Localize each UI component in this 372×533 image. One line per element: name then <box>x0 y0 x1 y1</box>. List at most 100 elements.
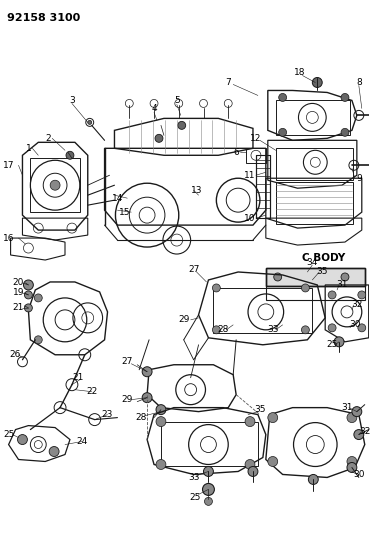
Bar <box>31 158 80 212</box>
Text: 24: 24 <box>76 437 87 446</box>
Text: 14: 14 <box>112 193 123 203</box>
Bar <box>266 268 365 286</box>
Text: 19: 19 <box>13 288 24 297</box>
Circle shape <box>50 180 60 190</box>
Circle shape <box>358 291 366 299</box>
Circle shape <box>341 93 349 101</box>
Circle shape <box>328 291 336 299</box>
Circle shape <box>212 284 220 292</box>
Circle shape <box>274 273 282 281</box>
Circle shape <box>212 326 220 334</box>
Text: 15: 15 <box>119 208 130 216</box>
Circle shape <box>347 456 357 466</box>
Text: 4: 4 <box>151 104 157 113</box>
Circle shape <box>23 280 33 290</box>
Circle shape <box>347 463 357 472</box>
Circle shape <box>25 291 32 299</box>
Text: 22: 22 <box>86 387 97 396</box>
Text: 33: 33 <box>267 325 279 334</box>
Text: 29: 29 <box>122 395 133 404</box>
Text: 16: 16 <box>3 233 15 243</box>
Text: C BODY: C BODY <box>302 253 346 263</box>
Text: 3: 3 <box>69 96 75 105</box>
Circle shape <box>17 434 28 445</box>
Text: 32: 32 <box>359 427 371 436</box>
Circle shape <box>49 447 59 456</box>
Circle shape <box>178 122 186 130</box>
Circle shape <box>354 430 364 440</box>
Text: 29: 29 <box>178 316 189 325</box>
Circle shape <box>301 326 310 334</box>
Text: 10: 10 <box>244 214 256 223</box>
Circle shape <box>334 337 344 347</box>
Circle shape <box>308 474 318 484</box>
Text: 35: 35 <box>254 405 266 414</box>
Circle shape <box>202 483 214 495</box>
Text: 35: 35 <box>317 268 328 277</box>
Circle shape <box>88 120 92 124</box>
Bar <box>266 286 365 300</box>
Circle shape <box>358 324 366 332</box>
Circle shape <box>142 367 152 377</box>
Text: 9: 9 <box>356 174 362 183</box>
Circle shape <box>347 413 357 423</box>
Circle shape <box>279 93 286 101</box>
Text: 21: 21 <box>72 373 84 382</box>
Text: 23: 23 <box>102 410 113 419</box>
Bar <box>276 182 353 224</box>
Bar <box>214 288 312 333</box>
Text: 7: 7 <box>225 78 231 87</box>
Text: 8: 8 <box>356 78 362 87</box>
Circle shape <box>312 77 322 87</box>
Circle shape <box>268 413 278 423</box>
Text: 32: 32 <box>351 301 363 309</box>
Circle shape <box>341 128 349 136</box>
Circle shape <box>156 405 166 415</box>
Circle shape <box>25 304 32 312</box>
Circle shape <box>34 336 42 344</box>
Text: 13: 13 <box>191 185 202 195</box>
Bar <box>276 148 353 180</box>
Text: 20: 20 <box>13 278 24 287</box>
Text: 25: 25 <box>326 340 338 349</box>
Text: 17: 17 <box>3 161 15 170</box>
Circle shape <box>142 393 152 402</box>
Circle shape <box>341 273 349 281</box>
Text: 28: 28 <box>218 325 229 334</box>
Circle shape <box>245 417 255 426</box>
Circle shape <box>301 284 310 292</box>
Text: 27: 27 <box>122 357 133 366</box>
Circle shape <box>34 294 42 302</box>
Text: 25: 25 <box>189 493 200 502</box>
Text: 1: 1 <box>26 144 31 153</box>
Text: 30: 30 <box>353 470 365 479</box>
Text: 92158 3100: 92158 3100 <box>7 13 80 23</box>
Circle shape <box>352 407 362 417</box>
Bar <box>256 155 270 218</box>
Text: 2: 2 <box>45 134 51 143</box>
Circle shape <box>245 459 255 470</box>
Text: 11: 11 <box>244 171 256 180</box>
Bar <box>246 148 266 163</box>
Circle shape <box>279 128 286 136</box>
Text: 31: 31 <box>336 280 348 289</box>
Circle shape <box>155 134 163 142</box>
Text: 30: 30 <box>349 320 360 329</box>
Circle shape <box>248 466 258 477</box>
Circle shape <box>66 151 74 159</box>
Text: 12: 12 <box>250 134 262 143</box>
Text: 25: 25 <box>3 430 14 439</box>
Text: 34: 34 <box>307 257 318 266</box>
Circle shape <box>328 324 336 332</box>
Bar <box>276 100 350 135</box>
Text: 31: 31 <box>341 403 353 412</box>
Text: 27: 27 <box>188 265 199 274</box>
Text: 18: 18 <box>294 68 305 77</box>
Circle shape <box>205 497 212 505</box>
Text: 33: 33 <box>188 473 199 482</box>
Bar <box>266 268 365 286</box>
Text: 21: 21 <box>13 303 24 312</box>
Circle shape <box>203 466 214 477</box>
Circle shape <box>268 456 278 466</box>
Bar <box>161 422 258 466</box>
